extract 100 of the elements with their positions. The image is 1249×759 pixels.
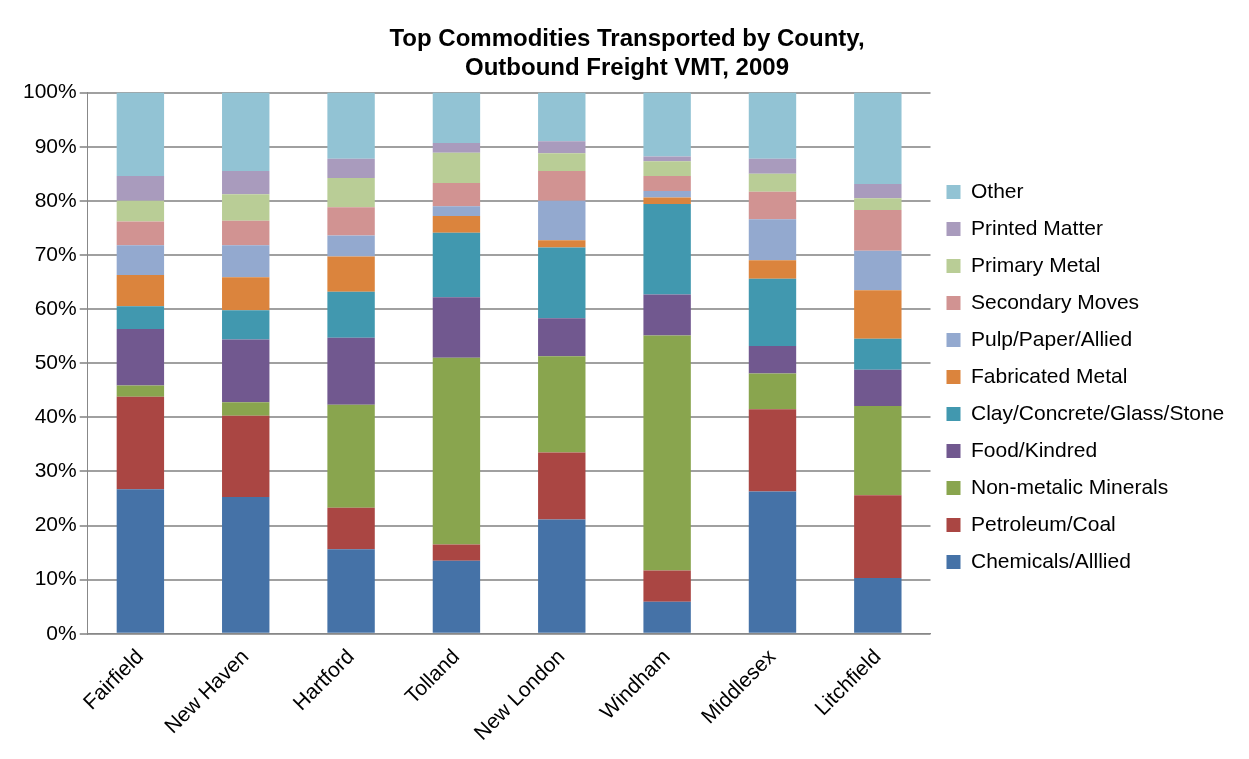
bar [748,278,797,346]
chart-title: Top Commodities Transported by County, Outbound Freight VMT, 2009 [389,24,865,80]
bar [643,294,691,336]
bar [748,260,797,279]
bar [222,402,270,416]
y-tick-label: 60% [34,295,77,319]
bar [327,92,375,159]
bar [854,250,902,291]
bar [222,496,270,633]
bar [854,369,902,406]
bar [432,92,481,143]
legend-label: Secondary Moves [971,289,1140,313]
bar [116,221,165,246]
bar [643,92,691,157]
bar [538,247,586,319]
bar [116,200,165,222]
bar [222,277,270,311]
y-tick-label: 70% [34,241,77,265]
bar [116,92,165,176]
bar [854,92,902,185]
bar [327,507,375,550]
legend-label: Chemicals/Alllied [971,548,1131,572]
bar [748,491,797,633]
y-tick-label: 100% [22,79,77,103]
bar [432,297,481,358]
y-tick-label: 50% [34,350,77,373]
bar [432,232,481,298]
bar [643,156,691,162]
bar [854,184,902,199]
bar [327,291,375,338]
bar [432,206,481,216]
bar [854,405,902,496]
bar [538,519,586,633]
bar [538,240,586,248]
bar [116,245,165,275]
bar [538,200,586,241]
bar [116,329,165,386]
bar [222,310,270,340]
bar [748,92,797,159]
bar [748,173,797,192]
bar [432,560,481,633]
bar [538,452,586,520]
bar [432,215,481,233]
legend-label: Primary Metal [971,252,1101,276]
y-tick-label: 40% [34,404,77,428]
bar [643,601,691,633]
y-tick-label: 20% [34,512,77,536]
legend-label: Printed Matter [971,215,1103,239]
legend-label: Petroleum/Coal [971,511,1116,535]
bar [116,175,165,201]
bar [432,544,481,561]
bar [116,306,165,330]
bar [538,171,586,201]
bar [643,197,691,205]
bar [327,207,375,236]
bar [643,161,691,176]
legend-label: Fabricated Metal [971,363,1128,387]
bar [748,191,797,220]
bar [116,489,165,633]
bar [643,191,691,198]
legend-label: Other [971,178,1024,202]
bar [432,182,481,207]
legend-label: Non-metalic Minerals [971,474,1169,498]
bar [538,92,586,142]
bar [854,338,902,370]
bar [327,256,375,292]
bar [222,220,270,246]
bar [748,373,797,410]
bar [116,396,165,490]
legend-label: Pulp/Paper/Allied [971,326,1133,350]
y-tick-label: 30% [34,458,77,482]
bar [643,335,691,571]
bar [222,415,270,497]
bar [327,178,375,208]
bar [854,290,902,339]
bar [748,158,797,174]
bar [538,356,586,453]
bar [432,142,481,153]
bar [327,158,375,179]
bar [327,549,375,633]
y-tick-label: 10% [34,566,77,590]
bar [327,404,375,508]
bar [222,171,270,195]
bar [748,345,797,374]
bar [222,245,270,278]
bar [854,198,902,211]
bar [222,339,270,403]
bar [116,274,165,307]
bar [432,357,481,545]
bar [748,219,797,261]
bar [748,409,797,492]
legend-label: Food/Kindred [971,437,1098,461]
bar [854,495,902,579]
legend-label: Clay/Concrete/Glass/Stone [971,400,1225,424]
bar [538,141,586,154]
bar [432,152,481,183]
bar [222,194,270,221]
bar [327,235,375,257]
y-tick-label: 90% [34,133,77,157]
y-tick-label: 80% [34,187,77,211]
